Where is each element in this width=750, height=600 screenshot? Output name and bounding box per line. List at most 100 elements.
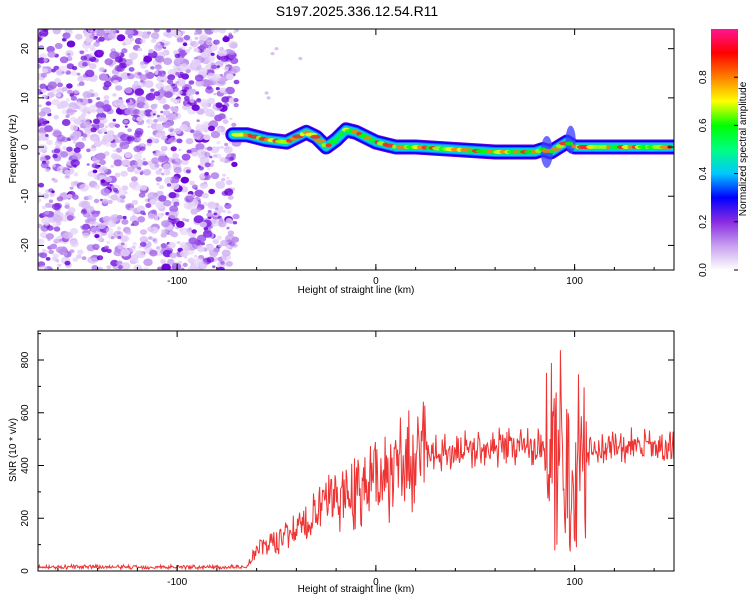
ridge-hotspot	[549, 149, 555, 154]
noise-blob	[218, 29, 226, 34]
noise-blob	[110, 236, 115, 239]
noise-blob	[220, 177, 226, 182]
noise-blob	[227, 195, 234, 200]
noise-blob	[197, 246, 205, 253]
spectrogram-frame	[37, 28, 675, 271]
noise-blob	[116, 215, 123, 220]
noise-blob	[160, 79, 164, 83]
noise-blob	[42, 68, 49, 73]
noise-blob	[108, 122, 116, 128]
noise-blob	[54, 42, 63, 50]
ridge-hotspot	[392, 144, 397, 149]
noise-blob	[191, 194, 196, 198]
noise-blob	[113, 149, 117, 153]
noise-blob	[97, 164, 101, 168]
noise-blob	[201, 192, 209, 199]
noise-blob	[137, 216, 146, 223]
noise-blob	[114, 189, 120, 194]
noise-blob	[224, 203, 232, 209]
noise-blob	[105, 176, 113, 183]
noise-blob	[89, 104, 96, 110]
noise-blob	[175, 158, 180, 163]
noise-blob	[161, 172, 165, 176]
noise-blob	[223, 91, 228, 95]
noise-blob	[104, 151, 110, 156]
noise-blob	[91, 108, 97, 113]
noise-blob	[38, 63, 41, 69]
noise-blob	[196, 234, 207, 243]
noise-blob	[185, 218, 190, 222]
noise-blob	[169, 131, 176, 137]
noise-blob	[206, 212, 213, 218]
noise-blob	[55, 68, 64, 76]
ridge-hotspot	[564, 141, 574, 146]
noise-blob	[138, 246, 142, 249]
noise-blob	[93, 118, 100, 125]
noise-blob	[143, 258, 153, 267]
noise-blob	[181, 153, 191, 161]
noise-blob	[86, 230, 91, 234]
ridge-hotspot	[314, 138, 326, 143]
noise-blob	[192, 130, 202, 137]
noise-blob	[225, 260, 233, 267]
noise-blob	[66, 98, 70, 102]
noise-blob	[102, 198, 109, 204]
noise-blob	[108, 220, 117, 228]
noise-blob	[164, 42, 169, 46]
noise-blob	[72, 194, 79, 200]
noise-blob	[113, 249, 123, 257]
noise-blob	[108, 32, 116, 40]
noise-blob	[187, 257, 195, 264]
noise-blob	[48, 199, 54, 204]
noise-blob	[157, 266, 163, 270]
noise-blob	[270, 51, 275, 56]
y-tick-label: 400	[20, 457, 31, 474]
noise-blob	[156, 182, 160, 186]
noise-blob	[231, 161, 238, 167]
noise-blob	[169, 205, 179, 213]
noise-blob	[171, 262, 182, 270]
noise-blob	[218, 113, 226, 120]
noise-blob	[189, 98, 195, 103]
noise-blob	[45, 257, 51, 261]
noise-blob	[205, 86, 214, 94]
noise-blob	[203, 134, 211, 141]
noise-blob	[125, 29, 135, 36]
noise-blob	[110, 194, 119, 201]
noise-blob	[139, 184, 148, 191]
noise-blob	[220, 239, 229, 247]
noise-blob	[51, 164, 56, 168]
noise-blob	[128, 67, 135, 72]
noise-blob	[156, 114, 160, 118]
noise-blob	[42, 193, 49, 199]
noise-blob	[154, 44, 163, 51]
noise-blob	[52, 256, 58, 262]
noise-blob	[124, 151, 133, 159]
noise-blob	[86, 163, 90, 166]
noise-blob	[225, 234, 235, 243]
noise-blob	[95, 101, 105, 109]
noise-blob	[118, 265, 123, 270]
noise-blob	[89, 34, 95, 39]
noise-blob	[150, 66, 155, 70]
noise-blob	[215, 102, 223, 108]
ridge-hotspot	[321, 143, 327, 148]
noise-blob	[178, 260, 183, 264]
snr-ticks: -100 0 100 0 200 400 600 800	[20, 331, 674, 588]
noise-blob	[197, 165, 201, 168]
noise-blob	[225, 73, 234, 80]
noise-blob	[186, 149, 192, 154]
noise-blob	[114, 172, 121, 178]
noise-blob	[73, 103, 77, 107]
noise-blob	[133, 153, 143, 161]
noise-blob	[79, 50, 85, 55]
noise-blob	[134, 37, 143, 45]
noise-blob	[49, 192, 55, 197]
noise-blob	[190, 208, 198, 215]
noise-blob	[191, 104, 200, 111]
noise-blob	[60, 214, 70, 222]
noise-blob	[122, 215, 127, 220]
noise-blob	[222, 173, 226, 177]
noise-blob	[120, 248, 130, 257]
noise-blob	[131, 199, 139, 205]
